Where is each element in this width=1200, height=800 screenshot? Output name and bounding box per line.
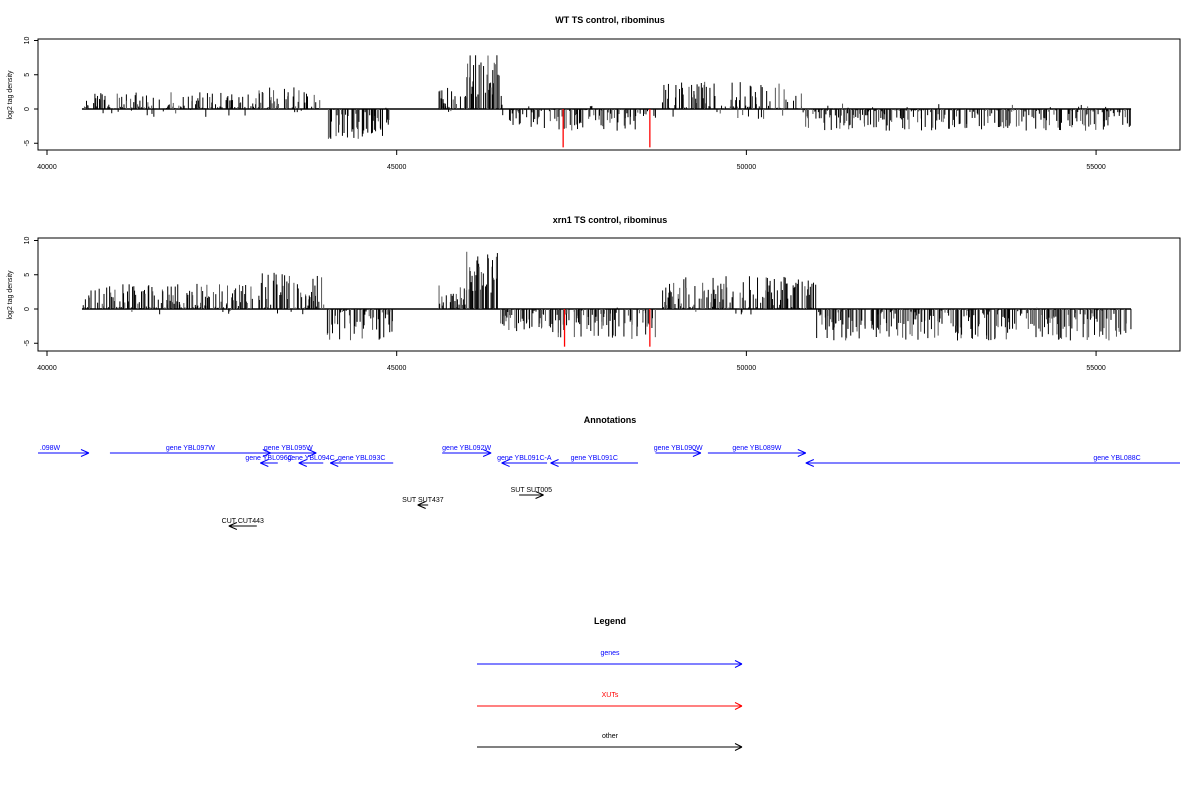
xrn1-panel-title: xrn1 TS control, ribominus (553, 215, 668, 225)
annotations-title: Annotations (584, 415, 637, 425)
y-tick-label: 5 (24, 73, 31, 77)
gene-arrow (260, 449, 317, 457)
gene-arrow (550, 459, 638, 467)
wt-panel-title: WT TS control, ribominus (555, 15, 665, 25)
xrn1-panel: xrn1 TS control, ribominus log2 tag dens… (7, 215, 1181, 372)
y-tick-label: 10 (24, 37, 31, 45)
gene-arrow (260, 459, 278, 467)
annotation-track: .098W gene YBL097W gene YBL095W gene YBL096… (38, 445, 1180, 530)
gene-arrow (330, 459, 394, 467)
feature-arrow (228, 522, 257, 530)
legend: genes XUTs other (477, 650, 743, 751)
gene-arrow (655, 449, 702, 457)
y-tick-label: -5 (24, 340, 31, 346)
gene-arrow (442, 449, 492, 457)
x-tick-label: 50000 (737, 164, 757, 171)
gene-label: gene YBL095W (264, 445, 313, 452)
gene-arrow (707, 449, 807, 457)
wt-plot-frame (37, 38, 1181, 151)
y-tick-label: -5 (24, 140, 31, 146)
x-tick-label: 40000 (37, 164, 57, 171)
gene-label: gene YBL094C (287, 455, 334, 462)
gene-label: gene YBL091C (571, 455, 618, 462)
x-tick-label: 55000 (1086, 365, 1106, 372)
xrn1-axes: 10 5 0 -5 40000 45000 50000 55000 (24, 237, 1106, 372)
gene-label: gene YBL088C (1093, 455, 1140, 462)
feature-label: SUT SUT005 (511, 487, 553, 494)
gene-label: gene YBL092W (442, 445, 491, 452)
legend-title: Legend (594, 616, 626, 626)
x-tick-label: 55000 (1086, 164, 1106, 171)
gene-arrow (805, 459, 1180, 467)
y-tick-label: 0 (24, 107, 31, 111)
gene-label: gene YBL090W (654, 445, 703, 452)
feature-arrow (417, 501, 429, 509)
gene-arrow (38, 449, 90, 457)
y-tick-label: 10 (24, 237, 31, 245)
feature-label: SUT SUT437 (402, 497, 444, 504)
wt-ylabel: log2 tag density (7, 70, 14, 120)
x-tick-label: 40000 (37, 365, 57, 372)
gene-arrow (298, 459, 324, 467)
gene-label: gene YBL096C (245, 455, 292, 462)
xrn1-bars (81, 251, 1132, 347)
xrn1-ylabel: log2 tag density (7, 270, 14, 320)
gene-arrow (109, 449, 271, 457)
legend-label: other (602, 733, 619, 740)
x-tick-label: 50000 (737, 365, 757, 372)
legend-item: genes (477, 650, 743, 668)
gene-arrow (501, 459, 548, 467)
x-tick-label: 45000 (387, 164, 407, 171)
x-tick-label: 45000 (387, 365, 407, 372)
gene-label: .098W (40, 445, 61, 452)
wt-bars (81, 55, 1132, 148)
legend-item: XUTs (477, 692, 743, 710)
legend-label: XUTs (602, 692, 619, 699)
gene-label: gene YBL089W (732, 445, 781, 452)
legend-label: genes (600, 650, 620, 657)
gene-label: gene YBL091C-A (497, 455, 552, 462)
gene-label: gene YBL097W (166, 445, 215, 452)
wt-axes: 10 5 0 -5 40000 45000 50000 55000 (24, 37, 1106, 171)
gene-label: gene YBL093C (338, 455, 385, 462)
y-tick-label: 0 (24, 307, 31, 311)
feature-label: CUT CUT443 (222, 518, 264, 525)
wt-panel: WT TS control, ribominus log2 tag densit… (7, 15, 1181, 171)
legend-item: other (477, 733, 743, 751)
feature-arrow (519, 491, 544, 499)
y-tick-label: 5 (24, 273, 31, 277)
